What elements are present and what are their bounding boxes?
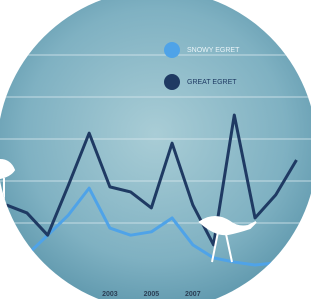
background	[0, 0, 311, 299]
legend-label: GREAT EGRET	[187, 79, 237, 86]
x-tick-label: 2005	[144, 291, 160, 298]
legend-swatch	[164, 74, 180, 90]
x-tick-label: 2003	[102, 291, 118, 298]
chart: 2003 2005 2007 SNOWY EGRET GREAT EGRET	[0, 0, 311, 299]
legend-swatch	[164, 42, 180, 58]
x-tick-label: 2007	[185, 291, 201, 298]
plot-area: 2003 2005 2007	[0, 0, 311, 299]
legend-label: SNOWY EGRET	[187, 47, 240, 54]
